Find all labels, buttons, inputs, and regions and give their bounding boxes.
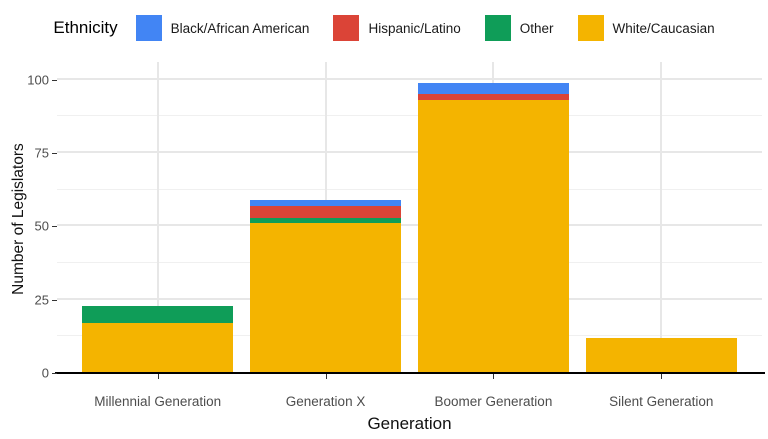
minor-gridline [57, 188, 762, 190]
x-tick-label: Silent Generation [609, 394, 714, 409]
y-tick-label: 0 [41, 365, 49, 381]
y-tick-label: 75 [34, 145, 49, 161]
y-tick-mark [52, 373, 57, 374]
major-gridline [57, 224, 762, 227]
legend-swatch-icon [333, 15, 360, 41]
x-tick-label: Boomer Generation [434, 394, 553, 409]
minor-gridline [57, 335, 762, 337]
x-axis-title: Generation [367, 414, 452, 433]
bar-boomer-generation [417, 62, 569, 373]
major-gridline [57, 297, 762, 300]
x-tick-mark [325, 374, 327, 379]
x-tick-mark [661, 374, 663, 379]
y-tick-mark [52, 226, 57, 228]
x-tick-label: Generation X [285, 394, 366, 409]
legend-swatch-icon [577, 15, 604, 41]
major-gridline [57, 150, 762, 153]
y-tick-mark [52, 299, 57, 301]
y-tick-label: 50 [34, 218, 49, 234]
bar-segment-white-caucasian [417, 100, 569, 373]
bar-millennial-generation [82, 62, 234, 373]
x-tick-label: Millennial Generation [94, 394, 222, 409]
x-tick-mark [493, 374, 495, 379]
vertical-gridline [660, 62, 663, 373]
bar-silent-generation [585, 62, 737, 373]
legend-label: Black/African American [170, 20, 310, 36]
bar-segment-white-caucasian [585, 337, 737, 373]
bar-segment-black-african-american [250, 199, 402, 206]
legend: Ethnicity Black/African American Hispanic… [0, 8, 768, 48]
legend-item-other: Other [484, 15, 554, 41]
major-gridline [57, 77, 762, 80]
bar-segment-hispanic-latino [250, 205, 402, 218]
bar-segment-black-african-american [417, 82, 569, 95]
x-tick-mark [157, 374, 159, 379]
legend-items: Black/African American Hispanic/Latino Oth… [135, 15, 715, 41]
bar-segment-other [82, 305, 234, 324]
y-tick-mark [52, 79, 57, 81]
bar-generation-x [250, 62, 402, 373]
legend-label: White/Caucasian [612, 20, 715, 36]
y-axis-title: Number of Legislators [10, 143, 27, 295]
legend-label: Other [519, 20, 554, 36]
bar-segment-white-caucasian [82, 323, 234, 373]
legend-swatch-icon [135, 15, 162, 41]
vertical-gridline [156, 62, 159, 373]
y-tick-mark [52, 152, 57, 154]
legend-title: Ethnicity [53, 18, 118, 37]
y-tick-label: 25 [34, 292, 49, 308]
legend-label: Hispanic/Latino [368, 20, 461, 36]
minor-gridline [57, 261, 762, 263]
plot-area [57, 62, 762, 373]
x-axis-line [55, 372, 765, 374]
y-tick-label: 100 [27, 72, 49, 88]
minor-gridline [57, 115, 762, 117]
bar-segment-other [250, 217, 402, 224]
legend-item-hispanic-latino: Hispanic/Latino [333, 15, 461, 41]
legend-item-white-caucasian: White/Caucasian [577, 15, 715, 41]
bar-segment-white-caucasian [250, 223, 402, 373]
legend-item-black-african-american: Black/African American [135, 15, 310, 41]
bar-segment-hispanic-latino [417, 94, 569, 101]
legend-swatch-icon [484, 15, 511, 41]
